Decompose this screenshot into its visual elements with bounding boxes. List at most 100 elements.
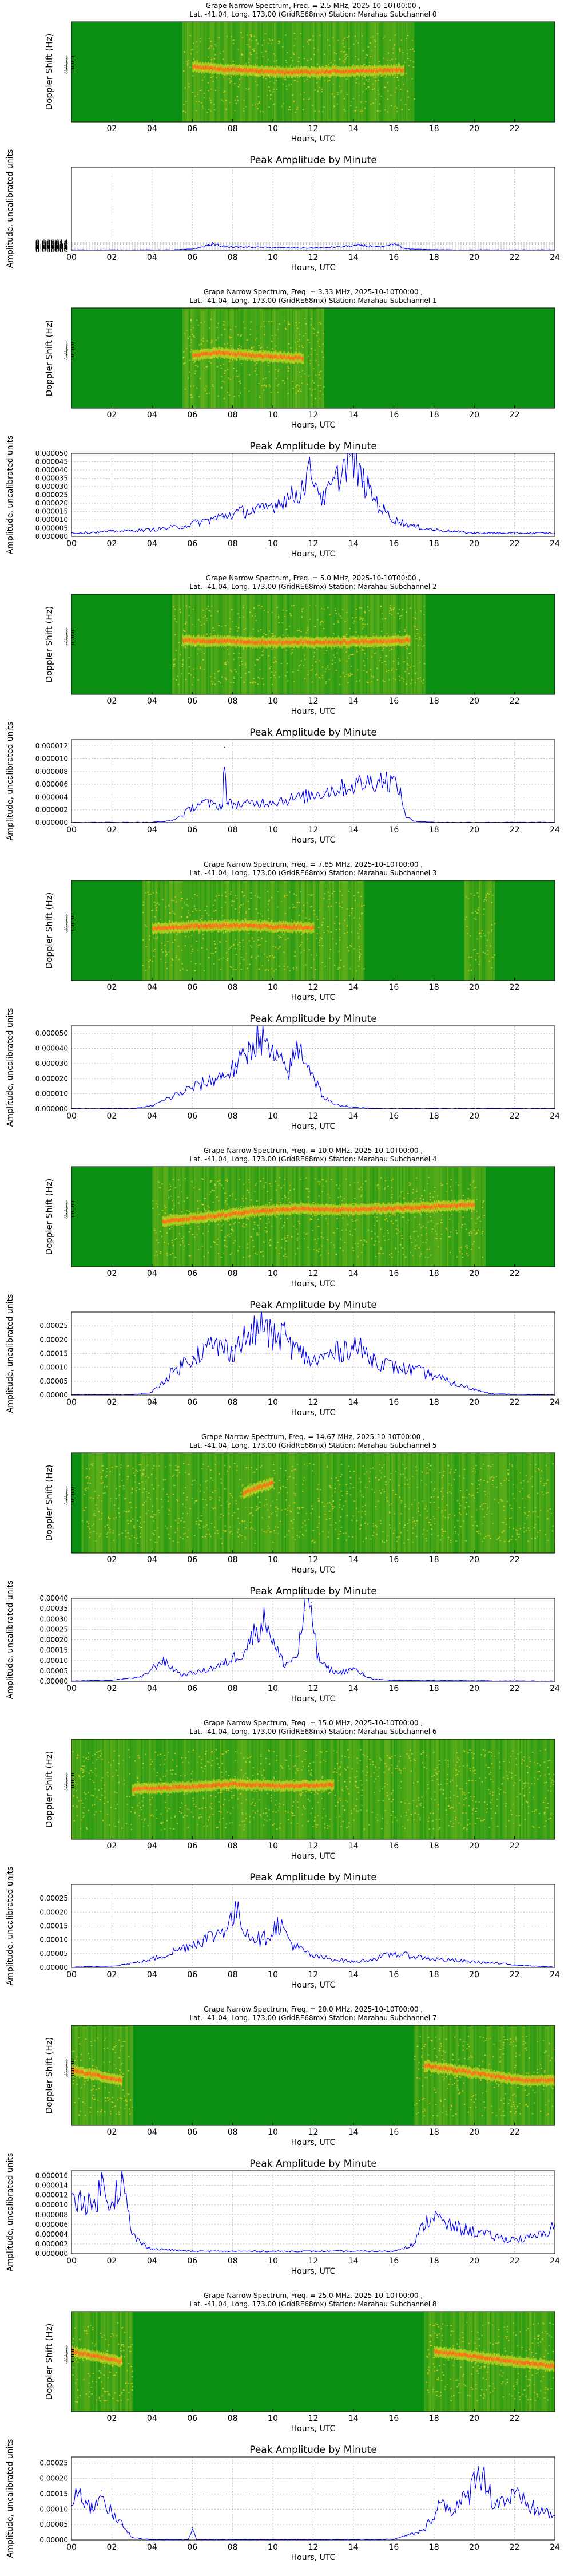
spectrogram-speckle <box>293 80 296 81</box>
spectrogram-speckle <box>192 48 194 50</box>
spectrogram-speckle <box>182 351 185 353</box>
spectrogram-speckle <box>191 934 193 936</box>
spectrogram-speckle <box>148 966 150 968</box>
amplitude-data-point <box>413 526 415 527</box>
spectrogram-ridge <box>241 640 243 644</box>
amplitude-data-point <box>357 245 358 246</box>
spectrogram-ridge <box>236 924 237 929</box>
spectrogram-ridge <box>244 353 246 357</box>
spectrogram-speckle <box>291 83 292 85</box>
spectrogram-speckle <box>225 109 227 111</box>
amplitude-xlabel: Hours, UTC <box>291 550 336 559</box>
spectrogram-speckle <box>176 621 177 623</box>
spectrogram-speckle <box>169 920 170 922</box>
spectrogram-haze-column <box>142 880 144 981</box>
spectrogram-ridge <box>192 354 194 358</box>
spectrogram-speckle <box>352 622 355 624</box>
spectrogram-haze-column <box>263 1167 265 1267</box>
spectrogram-ridge <box>394 68 395 72</box>
spectrogram-ridge <box>229 638 231 642</box>
spectrogram-speckle <box>382 618 384 620</box>
spectrogram-ridge <box>326 641 328 645</box>
spectrogram-xtick-label: 06 <box>187 983 197 992</box>
spectrogram-speckle <box>407 664 410 666</box>
spectrogram-speckle <box>366 88 367 90</box>
spectrogram-ridge <box>216 68 218 72</box>
spectrogram-ridge <box>202 66 204 70</box>
spectrogram-ytick-label: 3 <box>66 343 68 347</box>
spectrogram-speckle <box>357 938 360 939</box>
spectrogram-ridge <box>208 66 210 70</box>
amplitude-data-point <box>343 246 344 247</box>
spectrogram-speckle <box>243 895 245 896</box>
spectrogram-speckle <box>288 368 290 369</box>
spectrogram-speckle <box>394 633 396 635</box>
spectrogram-speckle <box>235 626 237 627</box>
spectrogram-speckle <box>179 609 181 610</box>
spectrogram-speckle <box>173 606 174 608</box>
spectrogram-ridge <box>212 68 213 72</box>
spectrogram-speckle <box>343 966 345 967</box>
spectrogram-speckle <box>255 339 256 341</box>
spectrogram-ridge <box>391 68 392 72</box>
spectrogram-speckle <box>168 904 170 906</box>
spectrogram-ridge <box>199 926 201 930</box>
spectrogram-haze-column <box>237 880 239 981</box>
spectrogram-speckle <box>257 677 259 678</box>
spectrogram-speckle <box>296 967 298 969</box>
spectrogram-ridge <box>212 352 213 356</box>
spectrogram-speckle <box>310 954 312 956</box>
spectrogram-speckle <box>348 674 349 675</box>
spectrogram-ridge <box>287 925 288 929</box>
spectrogram-speckle <box>327 666 329 668</box>
spectrogram-speckle <box>240 657 242 659</box>
spectrogram-haze-column <box>178 594 181 694</box>
spectrogram-ridge <box>251 640 252 644</box>
spectrogram-speckle <box>174 634 176 635</box>
spectrogram-ridge <box>243 641 244 645</box>
spectrogram-ridge <box>185 924 187 929</box>
spectrogram-speckle <box>229 82 231 84</box>
spectrogram-speckle <box>392 52 394 54</box>
spectrogram-speckle <box>294 38 296 40</box>
spectrogram-speckle <box>225 100 227 101</box>
spectrogram-ridge <box>350 70 352 74</box>
spectrogram-haze-column <box>258 1167 260 1267</box>
spectrogram-haze-column <box>461 1167 463 1267</box>
spectrogram-speckle <box>197 950 198 951</box>
spectrogram-speckle <box>275 969 277 970</box>
spectrogram-speckle <box>206 948 208 950</box>
spectrogram-speckle <box>370 669 372 670</box>
spectrogram-ridge <box>197 64 198 68</box>
spectrogram-speckle <box>337 620 339 622</box>
spectrogram-speckle <box>309 388 311 390</box>
spectrogram-speckle <box>358 83 360 85</box>
spectrogram-speckle <box>196 653 198 655</box>
spectrogram-speckle <box>258 345 260 346</box>
spectrogram-speckle <box>239 653 240 654</box>
spectrogram-speckle <box>310 324 312 326</box>
spectrogram-xtick-label: 14 <box>348 410 359 420</box>
amplitude-ytick-label: 0.000025 <box>35 491 68 499</box>
spectrogram-speckle <box>212 80 214 82</box>
spectrogram-speckle <box>362 78 364 80</box>
spectrogram-speckle <box>195 109 197 111</box>
amplitude-xtick-label: 08 <box>228 539 238 548</box>
spectrogram-speckle <box>173 659 175 661</box>
spectrogram-ridge <box>229 639 231 643</box>
spectrogram-speckle <box>228 377 229 379</box>
spectrogram-ridge <box>201 351 202 355</box>
spectrogram-ridge <box>293 69 295 73</box>
spectrogram-speckle <box>310 58 312 60</box>
spectrogram-speckle <box>320 370 322 372</box>
spectrogram-speckle <box>283 934 285 936</box>
spectrogram-speckle <box>208 392 210 394</box>
spectrogram-speckle <box>142 911 144 913</box>
spectrogram-speckle <box>260 629 262 631</box>
spectrogram-speckle <box>230 337 232 338</box>
spectrogram-ridge <box>271 354 273 358</box>
spectrogram-ridge <box>359 641 361 645</box>
spectrogram-speckle <box>203 623 205 625</box>
spectrogram-speckle <box>200 38 202 39</box>
spectrogram-speckle <box>316 82 318 84</box>
